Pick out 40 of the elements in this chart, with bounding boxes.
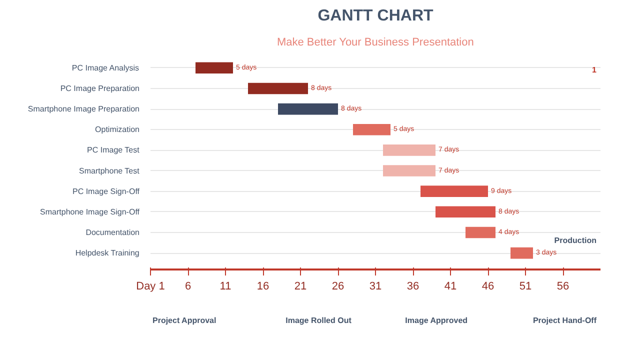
- annotation: 1: [592, 66, 598, 74]
- chart-title: GANTT CHART: [318, 8, 434, 24]
- bar: [466, 226, 496, 238]
- x-tick-label: 31: [369, 280, 382, 292]
- y-tick-label: Smartphone Test: [79, 166, 140, 176]
- x-tick-label: 6: [184, 280, 192, 292]
- bar: [383, 165, 436, 176]
- text: Image Approved: [405, 316, 468, 325]
- text: Project Hand-Off: [532, 316, 597, 325]
- y-tick-label: Smartphone Image Sign-Off: [40, 207, 140, 216]
- x-tick-label: Day 1: [136, 280, 165, 292]
- y-tick-label: Documentation: [86, 228, 140, 237]
- x-tick-label: 26: [332, 280, 344, 292]
- x-tick-label: 46: [482, 280, 494, 292]
- x-tick-label: 21: [294, 280, 307, 292]
- bar: [278, 103, 338, 115]
- text: Image Rolled Out: [286, 316, 352, 325]
- y-tick-label: PC Image Sign-Off: [72, 186, 140, 196]
- bar: [248, 82, 308, 94]
- annotation: Production: [554, 236, 597, 245]
- y-tick-label: Optimization: [95, 125, 140, 134]
- x-tick-label: 36: [406, 280, 420, 292]
- bar: [383, 144, 436, 156]
- text: Project Approval: [152, 316, 216, 325]
- bar: [353, 124, 390, 136]
- x-tick-label: 56: [556, 280, 570, 292]
- x-tick-label: 41: [444, 280, 457, 292]
- x-tick-label: 51: [519, 280, 532, 292]
- y-tick-label: Helpdesk Training: [75, 248, 140, 258]
- x-tick-label: 11: [220, 280, 232, 292]
- bar: [196, 62, 233, 74]
- y-tick-label: PC Image Analysis: [72, 63, 140, 72]
- chart-subtitle: Make Better Your Business Presentation: [276, 36, 474, 48]
- y-tick-label: Smartphone Image Preparation: [28, 104, 140, 114]
- x-tick-label: 16: [256, 280, 270, 292]
- bar: [420, 186, 488, 197]
- y-tick-label: PC Image Preparation: [60, 84, 140, 93]
- y-tick-label: PC Image Test: [87, 146, 140, 155]
- bar: [510, 247, 533, 259]
- bar: [436, 206, 496, 218]
